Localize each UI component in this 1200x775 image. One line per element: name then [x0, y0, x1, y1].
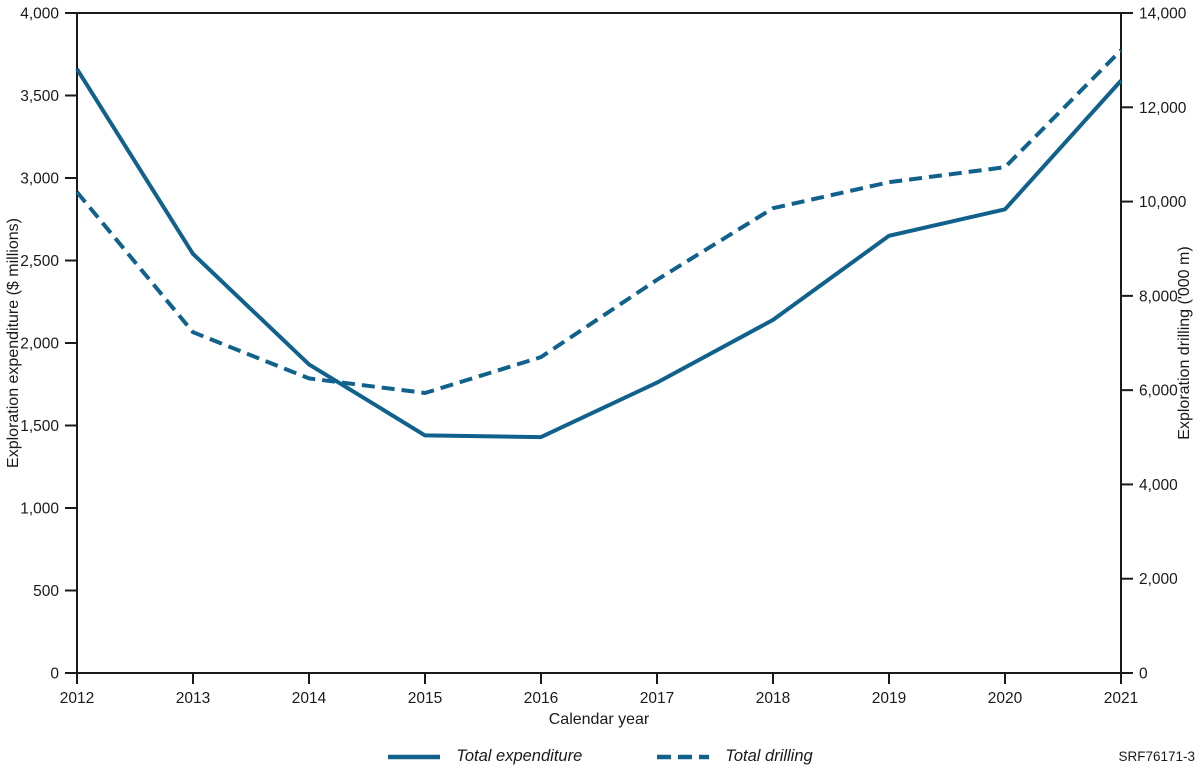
svg-text:2017: 2017	[640, 690, 674, 707]
svg-text:2016: 2016	[524, 690, 558, 707]
legend-item-expenditure: Total expenditure	[387, 747, 582, 766]
svg-text:4,000: 4,000	[20, 6, 59, 23]
left-axis-title: Exploration expenditure ($ millions)	[5, 218, 22, 468]
svg-text:500: 500	[33, 583, 59, 600]
svg-text:2014: 2014	[292, 690, 327, 707]
legend-item-drilling: Total drilling	[656, 747, 813, 766]
svg-text:2013: 2013	[176, 690, 210, 707]
svg-text:8,000: 8,000	[1139, 288, 1178, 305]
svg-text:2021: 2021	[1104, 690, 1138, 707]
svg-text:1,000: 1,000	[20, 501, 59, 518]
svg-text:1,500: 1,500	[20, 418, 59, 435]
svg-text:2,000: 2,000	[1139, 571, 1178, 588]
legend-label-drilling: Total drilling	[725, 747, 813, 765]
svg-text:10,000: 10,000	[1139, 194, 1187, 211]
solid-line-swatch	[388, 754, 441, 759]
svg-text:2018: 2018	[756, 690, 790, 707]
svg-text:0: 0	[50, 666, 59, 683]
svg-text:2019: 2019	[872, 690, 906, 707]
svg-text:0: 0	[1139, 666, 1148, 683]
legend: Total expenditure Total drilling	[0, 747, 1200, 766]
svg-text:2,500: 2,500	[20, 253, 59, 270]
svg-text:2012: 2012	[60, 690, 94, 707]
dashed-line-swatch	[657, 754, 710, 759]
svg-text:6,000: 6,000	[1139, 383, 1178, 400]
figure-id-code: SRF76171-3	[1118, 749, 1195, 764]
svg-text:2015: 2015	[408, 690, 442, 707]
legend-label-expenditure: Total expenditure	[456, 747, 583, 765]
svg-text:2,000: 2,000	[20, 336, 59, 353]
x-axis-title: Calendar year	[548, 711, 650, 728]
svg-text:4,000: 4,000	[1139, 477, 1178, 494]
right-axis-title: Exploration drilling ('000 m)	[1176, 246, 1193, 440]
svg-text:3,000: 3,000	[20, 171, 59, 188]
svg-text:12,000: 12,000	[1139, 100, 1187, 117]
svg-text:2020: 2020	[988, 690, 1023, 707]
svg-text:14,000: 14,000	[1139, 6, 1187, 23]
svg-text:3,500: 3,500	[20, 88, 59, 105]
